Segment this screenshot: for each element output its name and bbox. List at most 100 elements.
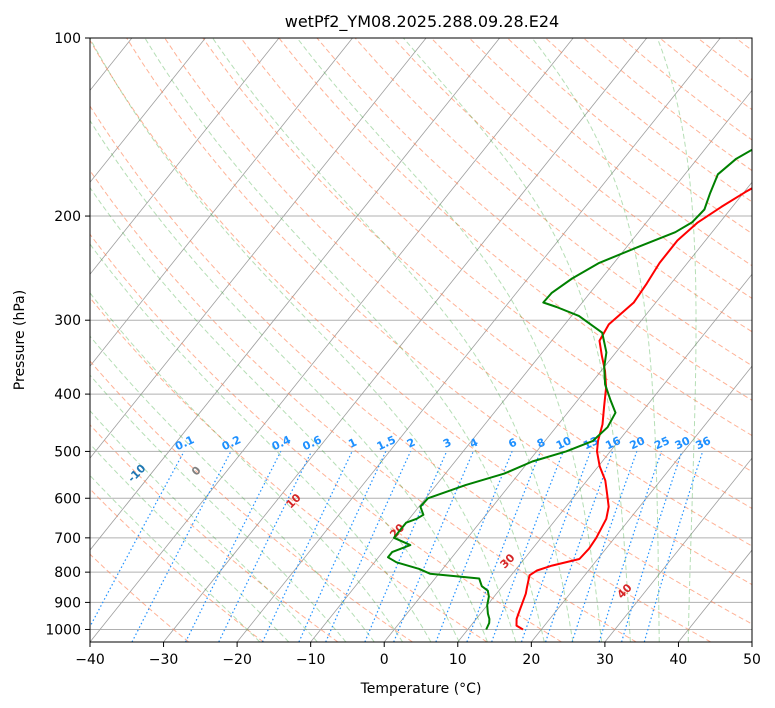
dry-adiabat-line (583, 38, 752, 172)
mixing-ratio-label: 1 (346, 436, 358, 451)
mixing-ratio-label: 0.4 (270, 433, 293, 453)
y-tick-label: 500 (54, 444, 81, 460)
mixing-ratio-line (185, 451, 282, 642)
dry-adiabat-line (354, 38, 752, 367)
moist-adiabat-line (90, 443, 290, 642)
isotherm-line (604, 457, 752, 642)
mixing-ratio-label: 30 (673, 434, 693, 452)
dry-adiabat-line (507, 38, 752, 235)
mixing-ratio-label: 4 (468, 436, 481, 451)
x-tick-label: −10 (296, 652, 326, 668)
mixing-ratio-label: 0.6 (301, 433, 324, 453)
isotherm-line (751, 641, 752, 642)
y-tick-label: 200 (54, 209, 81, 225)
dry-adiabat-line (90, 553, 190, 642)
moist-adiabat-line (90, 292, 404, 642)
mixing-ratio-line (643, 451, 704, 642)
moist-adiabat-line (90, 410, 318, 642)
y-tick-label: 300 (54, 313, 81, 329)
moist-adiabat-line (531, 38, 660, 642)
mixing-ratio-line (90, 451, 185, 628)
mixing-ratio-line (364, 451, 448, 642)
mixing-ratio-line (598, 451, 663, 642)
mixing-ratio-label: 16 (603, 434, 623, 452)
dry-adiabat-line (90, 169, 637, 642)
mixing-ratio-label: 20 (628, 434, 648, 452)
plot-area: 0.10.20.40.611.52346810131620253036-100-… (0, 38, 752, 642)
x-tick-label: −40 (75, 652, 105, 668)
isotherm-line (163, 38, 648, 642)
mixing-ratio-label: 36 (694, 434, 714, 452)
reference-lines (90, 38, 752, 642)
mixing-ratio-label: 25 (652, 434, 671, 452)
grid-layer (0, 38, 752, 642)
x-axis-label: Temperature (°C) (360, 681, 482, 697)
isotherm-line (90, 38, 427, 459)
dry-adiabat-line (90, 360, 413, 642)
dry-adiabat-line (90, 424, 339, 642)
dry-adiabat-line (316, 38, 752, 401)
mixing-ratio-line (571, 451, 638, 642)
mixing-ratio-label: 1.5 (375, 433, 398, 453)
moist-adiabat-line (403, 38, 631, 642)
series-layer (387, 148, 752, 631)
dry-adiabat-label: 10 (284, 491, 304, 511)
y-tick-label: 700 (54, 531, 81, 547)
moist-adiabat-line (90, 335, 375, 642)
isotherm-line (236, 38, 721, 642)
dry-adiabat-label: -20 (22, 416, 45, 439)
x-tick-label: 0 (380, 652, 389, 668)
y-tick-label: 800 (54, 565, 81, 581)
y-tick-label: 100 (54, 31, 81, 47)
moist-adiabat-line (90, 38, 517, 642)
dry-adiabat-line (90, 39, 752, 625)
dry-adiabat-line (90, 105, 712, 642)
isotherm-line (90, 38, 353, 367)
y-tick-label: 900 (54, 595, 81, 611)
y-axis: 100 200 300 400 500 600 700 800 900 1000 (45, 31, 90, 638)
isotherm-line (383, 181, 752, 642)
x-tick-label: 30 (596, 652, 614, 668)
mixing-ratio-label: 2 (405, 436, 417, 451)
mixing-ratio-label: 6 (506, 436, 519, 451)
dry-adiabat-line (90, 296, 488, 642)
moist-adiabat-line (90, 243, 432, 642)
x-tick-label: −30 (149, 652, 179, 668)
isotherm-line (90, 38, 206, 183)
isotherm-line (90, 38, 574, 642)
mixing-ratio-line (491, 451, 564, 642)
moist-adiabat-line (90, 186, 460, 642)
moist-adiabat-line (296, 38, 603, 642)
mixing-ratio-line (393, 451, 474, 642)
moist-adiabat-line (212, 38, 574, 642)
mixing-ratio-label: 8 (535, 436, 547, 451)
dry-adiabat-label: 30 (498, 551, 518, 571)
y-tick-label: 400 (54, 387, 81, 403)
mixing-ratio-line (325, 451, 412, 642)
moist-adiabat-line (90, 474, 261, 642)
dry-adiabat-line (392, 38, 752, 333)
isotherm-line (0, 38, 58, 642)
mixing-ratio-line (520, 451, 592, 642)
dry-adiabat-line (240, 38, 752, 473)
isotherm-line (310, 89, 752, 642)
moist-adiabat-line (90, 374, 347, 642)
mixing-ratio-line (545, 451, 614, 642)
moist-adiabat-line (656, 38, 697, 642)
dry-adiabat-line (202, 38, 752, 510)
mixing-ratio-line (298, 451, 387, 642)
mixing-ratio-line (435, 451, 513, 642)
plot-frame (89, 37, 753, 643)
chart-title: wetPf2_YM08.2025.288.09.28.E24 (285, 12, 559, 32)
x-tick-label: 40 (670, 652, 688, 668)
x-tick-label: 50 (743, 652, 761, 668)
mixing-ratio-line (621, 451, 683, 642)
dry-adiabat-line (468, 38, 752, 267)
isotherm-line (90, 38, 500, 551)
x-tick-label: 20 (522, 652, 540, 668)
dry-adiabat-line (735, 38, 752, 51)
mixing-ratio-label: 0.2 (220, 433, 243, 453)
moist-adiabat-line (90, 119, 488, 642)
isotherm-line (678, 549, 752, 642)
